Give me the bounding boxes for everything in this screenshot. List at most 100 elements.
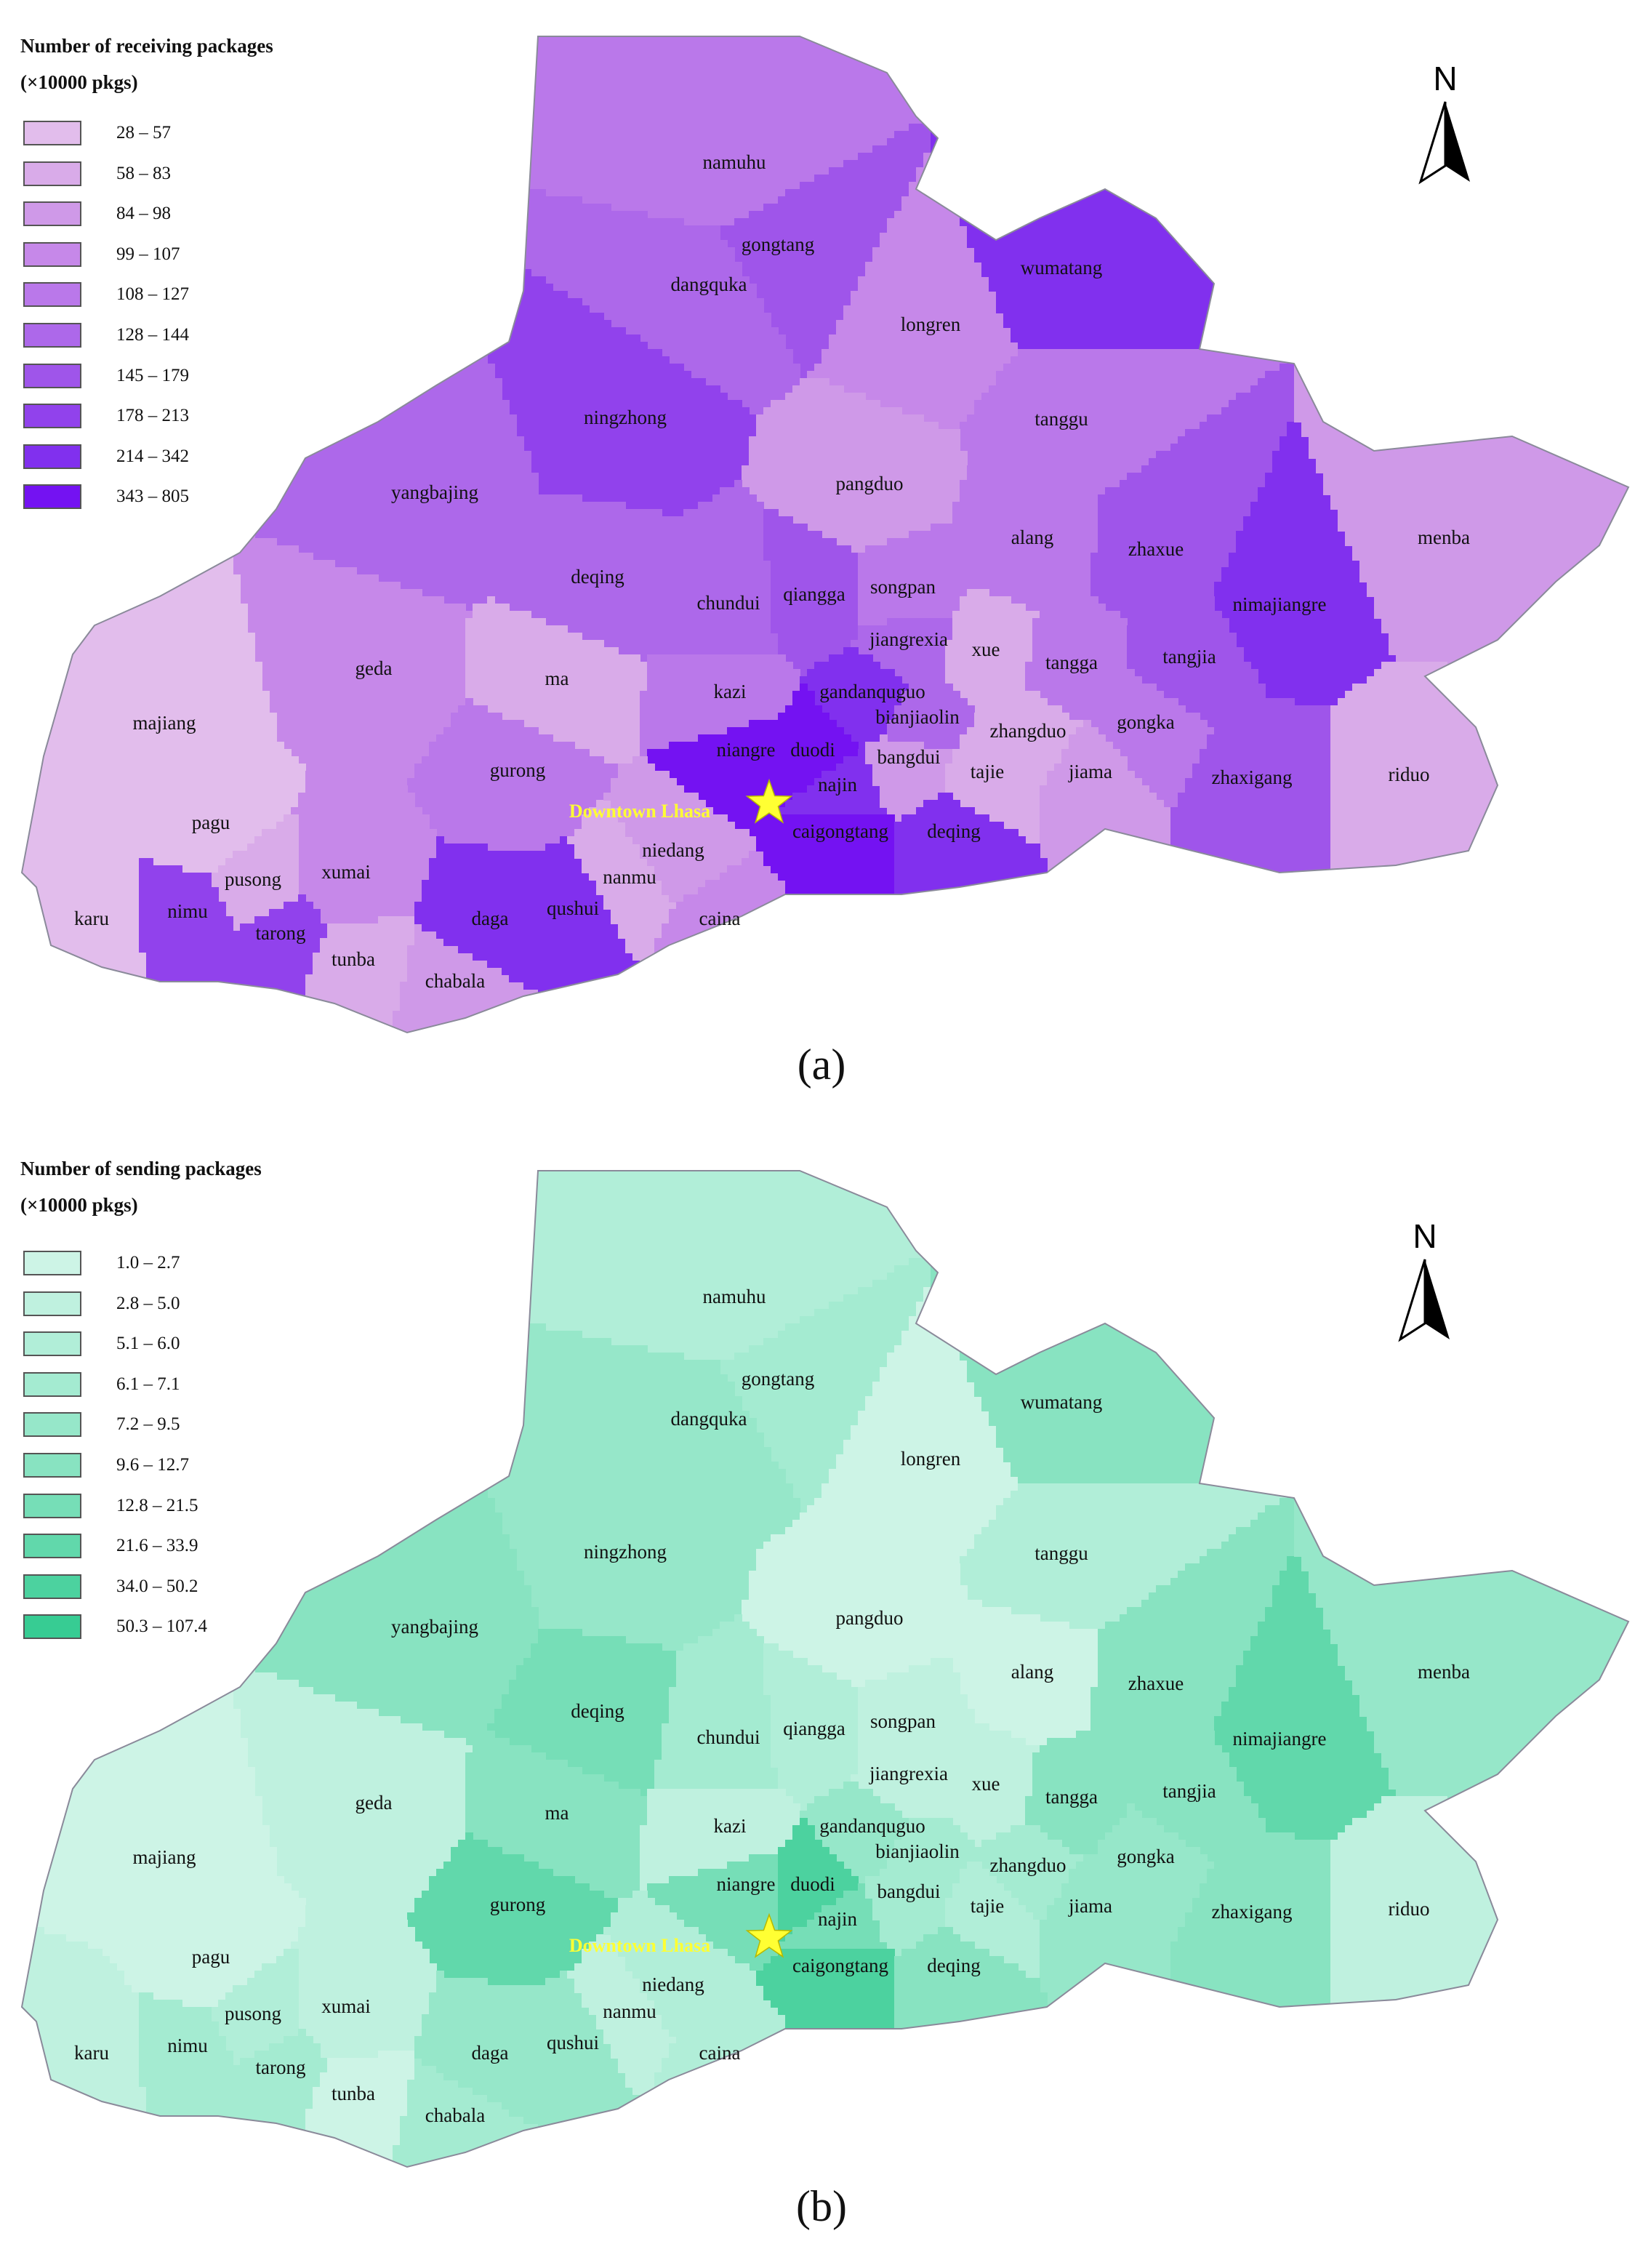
region-label: gandanquguo [819,681,925,702]
legend-unit-b: (×10000 pkgs) [20,1194,138,1216]
region-label: daga [472,907,509,929]
region-label: ningzhong [584,406,667,428]
region-label: longren [901,1448,961,1470]
region-label: pagu [192,812,230,833]
legend-swatch [23,1371,81,1397]
region-tajie [945,1862,1040,1979]
region-pangduo [742,378,968,553]
legend-swatch [23,201,81,227]
legend-a: Number of receiving packages (×10000 pkg… [20,28,273,510]
region-jiangrexia [851,1752,953,1819]
legend-range-label: 108 – 127 [116,284,189,305]
region-gongtang [720,116,931,379]
legend-swatch [23,1493,81,1518]
map-panel-b: Number of sending packages (×10000 pkgs)… [0,1134,1643,2268]
downtown-star-icon [745,778,793,824]
region-riduo [1330,662,1628,1033]
region-alang [952,465,1098,612]
region-jiangrexia [851,618,953,684]
region-label: tangjia [1162,646,1216,668]
region-label: niangre [717,739,776,761]
legend-range-label: 84 – 98 [116,204,171,224]
north-arrow-a: N [1416,57,1474,191]
region-label: riduo [1389,1898,1430,1920]
region-label: deqing [571,566,624,588]
region-label: caigongtang [792,1955,888,1976]
legend-swatch [23,1251,81,1275]
region-songpan [858,524,975,626]
region-label: wumatang [1021,1391,1102,1413]
region-label: nimu [167,900,208,922]
region-label: zhangduo [990,1854,1066,1876]
legend-item: 145 – 179 [23,361,189,390]
region-label: gurong [490,759,546,781]
downtown-label: Downtown Lhasa [569,801,710,822]
region-yangbajing [22,36,539,612]
region-songpan [858,1658,975,1760]
region-label: chabala [425,2104,485,2126]
north-label-a: N [1433,60,1457,97]
legend-range-label: 9.6 – 12.7 [116,1455,189,1475]
legend-item: 5.1 – 6.0 [23,1329,180,1358]
region-xue [945,1723,1040,1848]
region-label: bangdui [877,746,941,768]
region-label: tarong [256,2056,306,2078]
region-label: majiang [133,1846,196,1868]
region-tangjia [1127,596,1266,728]
region-xue [945,589,1040,713]
region-label: daga [472,2042,509,2064]
region-deqing [487,494,677,662]
region-nimajiangre [1214,1556,1397,1840]
caption-a: (a) [797,1041,846,1089]
region-label: menba [1418,526,1470,548]
region-label: pangduo [836,473,904,494]
region-qiangga [763,1643,859,1811]
north-arrow-icon: N [1398,1217,1450,1342]
region-tangga [1025,1731,1128,1855]
legend-range-label: 50.3 – 107.4 [116,1616,207,1637]
legend-item: 7.2 – 9.5 [23,1410,180,1439]
region-label: qiangga [783,1718,845,1739]
choropleth-map-b: namuhu gongtang dangquka longren wumatang nin… [20,1170,1630,2168]
region-majiang [22,1418,277,1950]
region-label: xumai [321,861,371,883]
region-label: bianjiaolin [875,1840,960,1862]
region-label: zhaxue [1128,1672,1184,1694]
region-label: qushui [547,897,599,919]
region-gandanquguo [800,1782,909,1884]
region-tangjia [1127,1731,1266,1862]
region-duodi [778,684,859,808]
region-xumai [291,771,437,924]
region-label: chundui [697,592,760,614]
region-label: karu [74,2042,109,2064]
region-label: pangduo [836,1607,904,1629]
legend-range-label: 99 – 107 [116,244,180,264]
region-geda [225,524,473,786]
region-label: niedang [642,1974,704,1995]
legend-range-label: 21.6 – 33.9 [116,1536,198,1556]
region-zhangduo [974,691,1084,786]
region-nimajiangre [1214,422,1397,706]
legend-item: 34.0 – 50.2 [23,1572,198,1601]
legend-item: 50.3 – 107.4 [23,1612,207,1641]
region-gurong [407,1832,619,1986]
region-ma [465,1731,648,1899]
region-pusong [211,814,299,931]
region-kazi [640,1789,800,1891]
region-longren [807,153,1019,430]
legend-title-a: Number of receiving packages [20,35,273,57]
legend-range-label: 28 – 57 [116,123,171,143]
region-label: jiangrexia [869,1763,948,1784]
region-label: tarong [256,922,306,944]
region-label: gongtang [742,233,815,255]
region-ma [465,596,648,764]
region-label: najin [818,774,857,796]
map-outline [20,1170,1630,2168]
region-chundui [654,480,779,655]
legend-item: 108 – 127 [23,280,189,309]
legend-range-label: 343 – 805 [116,486,189,507]
region-label: qiangga [783,583,845,605]
region-label: yangbajing [391,481,478,503]
legend-item: 21.6 – 33.9 [23,1531,198,1560]
region-label: nimu [167,2035,208,2056]
